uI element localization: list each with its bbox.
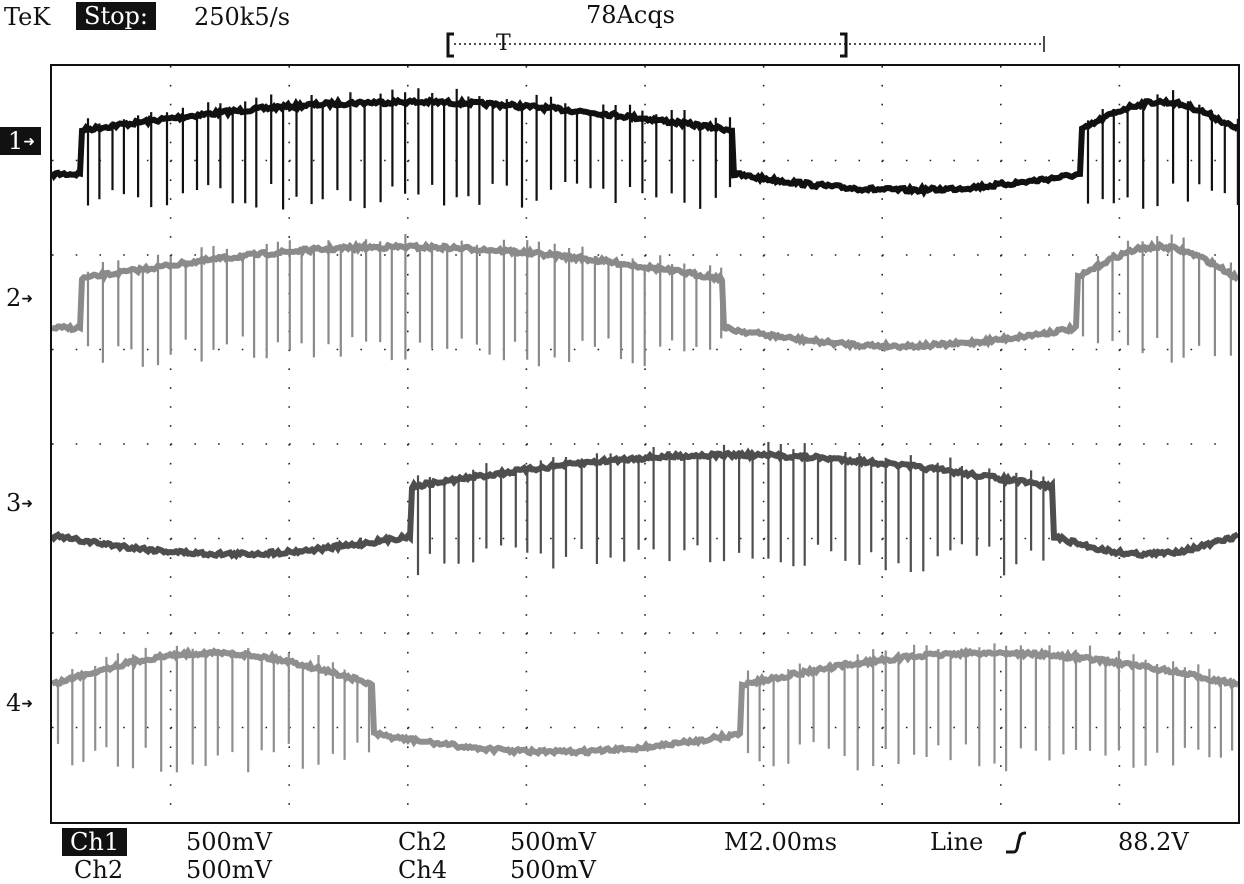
arrow-right-icon: ➜ [21,496,34,512]
footer-ch2-label-row2[interactable]: Ch2 [74,856,124,884]
record-window-right-bracket [840,32,848,58]
footer-ch1-label[interactable]: Ch1 [62,828,128,856]
footer-ch4-label[interactable]: Ch4 [398,856,448,884]
rising-edge-icon [1006,831,1027,854]
trace-layer [52,88,1238,773]
footer-ch1-scale: 500mV [186,828,272,856]
record-window-left-bracket [446,32,454,58]
ch3-trace-envelope [52,447,1238,561]
run-state-indicator[interactable]: Stop: [76,2,156,30]
ch2-marker[interactable]: 2➜ [6,284,34,312]
ch4-marker[interactable]: 4➜ [6,689,34,717]
trigger-position-marker[interactable]: T [496,31,511,56]
ch3-marker[interactable]: 3➜ [6,489,34,517]
ch4-trace-envelope [52,646,1238,758]
ch1-trace-envelope [52,95,1238,198]
footer-ch4-scale: 500mV [510,856,596,884]
timebase-readout: M2.00ms [724,828,838,856]
footer-ch2-scale-row2: 500mV [186,856,272,884]
waveform-display[interactable] [50,64,1240,824]
arrow-right-icon: ➜ [21,696,34,712]
arrow-right-icon: ➜ [23,134,36,150]
trigger-source-label: Line [930,828,984,856]
footer-ch2-label[interactable]: Ch2 [398,828,448,856]
ch1-marker[interactable]: 1➜ [0,127,42,155]
record-position-bar [446,32,1045,58]
brand-label: TeK [4,3,51,31]
sample-rate-readout: 250k5/s [194,3,291,31]
trigger-level-readout: 88.2V [1118,828,1189,856]
arrow-right-icon: ➜ [21,291,34,307]
footer-ch2-scale: 500mV [510,828,596,856]
acquisition-count: 78Acqs [586,1,675,29]
